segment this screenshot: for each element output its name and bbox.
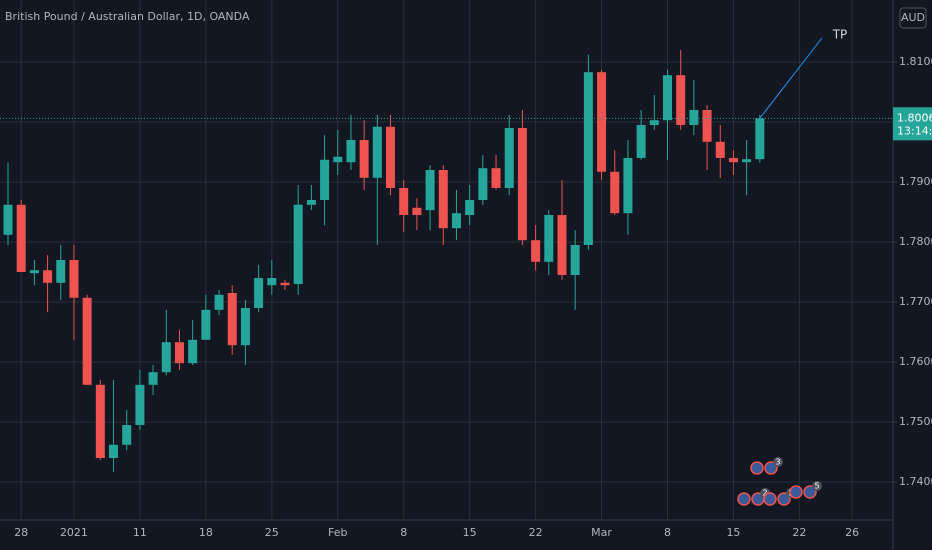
x-tick-label: 11 — [133, 526, 147, 539]
candle-body — [3, 204, 13, 235]
event-icon — [750, 461, 764, 475]
x-tick-label: 8 — [664, 526, 671, 539]
candles — [0, 49, 893, 472]
candle-body — [728, 157, 738, 163]
y-tick-label: 1.77000 — [899, 295, 932, 308]
candle-body — [372, 126, 382, 178]
event-count-bg — [812, 481, 822, 491]
candle-body — [649, 120, 659, 125]
candle-body — [465, 199, 475, 215]
candle-body — [161, 342, 171, 373]
candle-body — [570, 244, 580, 276]
candle-body — [148, 372, 158, 385]
candle-body — [122, 425, 132, 445]
candle-body — [359, 139, 369, 178]
x-tick-label: 22 — [792, 526, 806, 539]
candle-body — [531, 240, 541, 262]
candle-body — [451, 213, 461, 229]
trend-line[interactable] — [759, 37, 823, 119]
candle-body — [702, 109, 712, 142]
candle-body — [742, 159, 752, 163]
candle-body — [425, 169, 435, 211]
event-count-bg — [773, 457, 783, 467]
x-tick-label: 2021 — [60, 526, 88, 539]
y-tick-label: 1.79000 — [899, 175, 932, 188]
candle-body — [95, 384, 105, 459]
event-count: 2 — [762, 489, 767, 498]
currency-box[interactable] — [899, 7, 927, 29]
candle-body — [240, 308, 250, 346]
candle-body — [280, 282, 290, 286]
candle-body — [333, 156, 343, 163]
candle-body — [478, 168, 488, 200]
candle-body — [583, 72, 593, 245]
x-tick-label: Mar — [591, 526, 612, 539]
last-price-box — [893, 107, 932, 141]
x-tick-label: 26 — [845, 526, 859, 539]
candle-body — [412, 207, 422, 215]
y-tick-label: 1.81000 — [899, 55, 932, 68]
candle-body — [715, 141, 725, 158]
last-price-label: 1.80061 — [897, 111, 932, 124]
candle-body — [254, 278, 264, 309]
candle-body — [755, 118, 765, 160]
candle-body — [544, 214, 554, 262]
y-tick-label: 1.76000 — [899, 355, 932, 368]
candle-body — [201, 309, 211, 340]
event-icon — [789, 485, 803, 499]
candle-body — [636, 124, 646, 158]
candle-body — [69, 260, 79, 298]
candle-body — [610, 171, 620, 214]
candle-body — [399, 187, 409, 215]
events: 3225 — [737, 457, 822, 506]
chart-title: British Pound / Australian Dollar, 1D, O… — [5, 10, 250, 23]
y-tick-label: 1.74000 — [899, 475, 932, 488]
candle-body — [214, 294, 224, 310]
candle-body — [491, 168, 501, 188]
x-tick-label: 8 — [400, 526, 407, 539]
candle-body — [320, 159, 330, 200]
currency-label[interactable]: AUD — [901, 11, 925, 24]
candle-body — [43, 270, 53, 283]
candle-body — [16, 204, 26, 273]
x-tick-label: 22 — [529, 526, 543, 539]
candle-body — [597, 72, 607, 172]
candle-body — [174, 342, 184, 364]
candle-body — [188, 339, 198, 364]
y-tick-label: 1.75000 — [899, 415, 932, 428]
candle-body — [346, 139, 356, 163]
x-tick-label: 28 — [14, 526, 28, 539]
candle-body — [623, 157, 633, 214]
candle-body — [689, 109, 699, 125]
candle-body — [56, 260, 66, 283]
x-tick-label: 15 — [463, 526, 477, 539]
countdown-label: 13:14:30 — [897, 124, 932, 137]
candle-body — [557, 214, 567, 276]
candle-body — [267, 278, 277, 286]
candle-body — [109, 444, 119, 459]
candle-body — [504, 127, 514, 188]
candle-body — [29, 270, 39, 274]
candle-body — [227, 293, 237, 346]
x-tick-label: Feb — [328, 526, 347, 539]
candle-body — [676, 75, 686, 125]
candle-body — [135, 384, 145, 426]
y-tick-label: 1.78000 — [899, 235, 932, 248]
candle-body — [517, 127, 527, 241]
x-tick-label: 18 — [199, 526, 213, 539]
event-icon — [763, 492, 777, 506]
x-tick-label: 25 — [265, 526, 279, 539]
event-count: 3 — [775, 458, 780, 467]
annotation[interactable]: TP — [832, 28, 848, 42]
candle-body — [306, 199, 316, 205]
event-icon — [737, 492, 751, 506]
event-count: 5 — [814, 482, 819, 491]
candle-body — [386, 126, 396, 188]
candle-body — [438, 169, 448, 229]
candle-body — [293, 204, 303, 285]
candle-body — [82, 297, 92, 385]
x-tick-label: 15 — [726, 526, 740, 539]
candle-body — [663, 75, 672, 121]
